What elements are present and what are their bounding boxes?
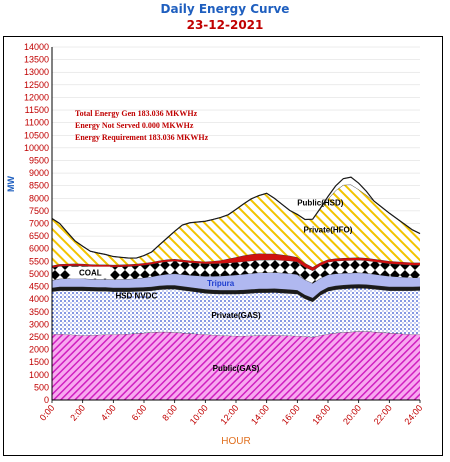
y-tick-label: 11500 (25, 105, 49, 115)
annotation-energy-requirement: Energy Requirement 183.036 MKWHz (75, 133, 209, 142)
area-tripura (52, 272, 420, 298)
series-areas (51, 176, 421, 400)
total-demand-line (51, 176, 421, 259)
y-tick-label: 2500 (29, 332, 49, 342)
series-label-tripura: Tripura (207, 279, 235, 288)
y-tick-label: 5500 (29, 256, 49, 266)
y-tick-label: 8500 (29, 181, 49, 191)
annotation-energy-not-served: Energy Not Served 0.000 MKWHz (75, 121, 194, 130)
y-tick-label: 1500 (29, 357, 49, 367)
series-label-public-hsd: Public(HSD) (297, 198, 344, 207)
y-tick-label: 6500 (29, 231, 49, 241)
y-tick-label: 12500 (24, 80, 49, 90)
area-public-gas (52, 331, 420, 400)
x-tick-label: 14:00 (249, 403, 271, 427)
y-tick-label: 10000 (24, 143, 49, 153)
series-label-private-gas: Private(GAS) (211, 311, 261, 320)
y-tick-label: 0 (44, 395, 49, 405)
area-coal (52, 259, 420, 284)
x-tick-label: 18:00 (310, 403, 332, 427)
x-tick-label: 6:00 (130, 403, 149, 423)
y-tick-label: 12000 (24, 92, 49, 102)
y-axis-label: MW (6, 176, 16, 192)
y-tick-label: 5000 (29, 269, 49, 279)
x-tick-label: 4:00 (99, 403, 118, 423)
y-tick-label: 4000 (29, 294, 49, 304)
chart-subtitle: 23-12-2021 (186, 18, 264, 32)
chart-frame (3, 36, 443, 456)
y-tick-label: 11000 (25, 118, 49, 128)
series-label-public-gas: Public(GAS) (213, 364, 260, 373)
series-label-hsd-nvdc: HSD NVDC (115, 291, 157, 300)
y-tick-label: 8000 (29, 193, 49, 203)
y-axis-ticks: 0 500 1000 1500 2000 2500 3000 3500 4000 4500 5000… (24, 42, 49, 405)
x-tick-label: 12:00 (218, 403, 240, 427)
chart-title: Daily Energy Curve (160, 2, 290, 16)
x-tick-label: 2:00 (68, 403, 87, 423)
y-tick-label: 2000 (29, 345, 49, 355)
y-tick-label: 7000 (29, 219, 49, 229)
series-labels: Public(GAS) Private(GAS) HSD NVDC Tripura CO… (70, 198, 353, 373)
y-tick-label: 3500 (29, 307, 49, 317)
y-tick-label: 13000 (24, 67, 49, 77)
x-tick-label: 10:00 (188, 403, 210, 427)
area-private-gas (52, 288, 420, 337)
x-tick-label: 20:00 (341, 403, 363, 427)
y-tick-label: 7500 (29, 206, 49, 216)
x-axis-ticks: 0:00 2:00 4:00 6:00 8:00 10:00 12:00 14:00 16:00… (38, 400, 425, 427)
y-tick-label: 6000 (29, 244, 49, 254)
y-tick-label: 3000 (29, 319, 49, 329)
area-hsd-nvdc (52, 284, 420, 302)
x-tick-label: 0:00 (38, 403, 57, 423)
series-label-private-hfo: Private(HFO) (304, 225, 353, 234)
y-tick-label: 13500 (24, 55, 49, 65)
area-import (52, 253, 420, 271)
y-tick-label: 9000 (29, 168, 49, 178)
x-tick-label: 22:00 (372, 403, 394, 427)
series-label-coal: COAL (79, 269, 102, 278)
x-tick-label: 16:00 (280, 403, 302, 427)
y-tick-label: 14000 (24, 42, 49, 52)
label-background (70, 266, 111, 279)
x-tick-label: 24:00 (402, 403, 424, 427)
x-axis-label: HOUR (221, 436, 250, 447)
y-tick-label: 9500 (29, 155, 49, 165)
y-tick-label: 500 (34, 382, 49, 392)
annotation-total-energy: Total Energy Gen 183.036 MKWHz (75, 109, 198, 118)
area-private-hfo (52, 184, 420, 268)
x-tick-label: 8:00 (160, 403, 179, 423)
area-edge-private-gas (51, 287, 421, 303)
y-tick-label: 1000 (29, 370, 49, 380)
y-tick-label: 10500 (24, 130, 49, 140)
y-tick-label: 4500 (29, 282, 49, 292)
